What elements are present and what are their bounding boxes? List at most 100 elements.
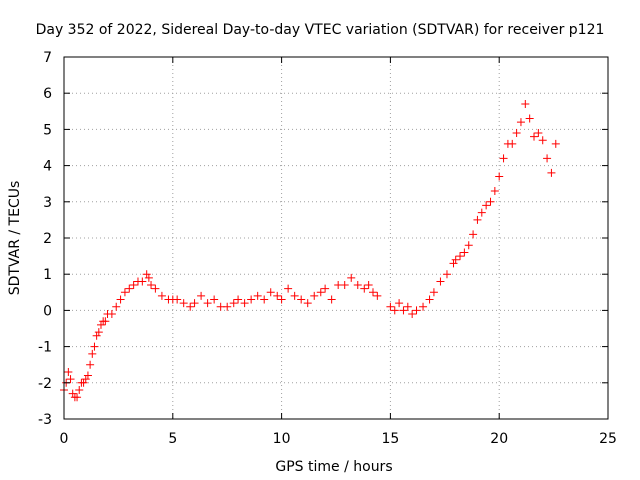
data-point — [521, 100, 530, 109]
data-point — [64, 367, 73, 376]
data-point — [551, 139, 560, 148]
y-tick-label: 7 — [43, 50, 52, 66]
data-point — [86, 360, 95, 369]
data-point — [173, 295, 182, 304]
data-point — [112, 302, 121, 311]
data-point — [92, 331, 101, 340]
data-point — [266, 288, 275, 297]
data-point — [436, 277, 445, 286]
data-point — [530, 132, 539, 141]
data-point — [373, 291, 382, 300]
data-point — [151, 284, 160, 293]
x-tick-label: 5 — [168, 431, 177, 447]
y-axis-label: SDTVAR / TECUs — [7, 181, 23, 296]
data-point — [142, 270, 151, 279]
data-point — [340, 281, 349, 290]
data-point — [247, 295, 256, 304]
data-point — [88, 349, 97, 358]
data-point — [368, 288, 377, 297]
data-point — [412, 306, 421, 315]
data-point — [144, 273, 153, 282]
data-point — [96, 320, 105, 329]
y-tick-label: 2 — [43, 231, 52, 247]
data-point — [297, 295, 306, 304]
data-point — [321, 284, 330, 293]
data-point — [186, 302, 195, 311]
data-point — [290, 291, 299, 300]
y-tick-label: -1 — [38, 340, 52, 356]
data-point — [408, 310, 417, 319]
data-point — [525, 114, 534, 123]
x-tick-label: 25 — [599, 431, 617, 447]
data-point — [353, 281, 362, 290]
y-tick-label: 6 — [43, 86, 52, 102]
data-point — [240, 299, 249, 308]
data-point — [94, 328, 103, 337]
data-point — [75, 386, 84, 395]
chart-title: Day 352 of 2022, Sidereal Day-to-day VTE… — [36, 22, 605, 38]
data-point — [157, 291, 166, 300]
data-point — [364, 281, 373, 290]
data-point — [107, 310, 116, 319]
y-tick-label: 3 — [43, 195, 52, 211]
data-point — [81, 375, 90, 384]
x-axis-label: GPS time / hours — [275, 459, 392, 475]
data-point — [347, 273, 356, 282]
y-tick-label: 5 — [43, 122, 52, 138]
data-point — [90, 342, 99, 351]
y-tick-label: -3 — [38, 412, 52, 428]
y-tick-label: 1 — [43, 267, 52, 283]
data-point — [316, 288, 325, 297]
data-point — [234, 295, 243, 304]
data-point — [419, 302, 428, 311]
data-point — [138, 277, 147, 286]
data-point — [477, 208, 486, 217]
data-point — [534, 129, 543, 138]
data-point — [68, 389, 77, 398]
data-point — [129, 281, 138, 290]
data-point — [147, 281, 156, 290]
x-tick-label: 20 — [490, 431, 508, 447]
data-point — [473, 215, 482, 224]
data-point — [223, 302, 232, 311]
data-point — [547, 168, 556, 177]
data-point — [399, 306, 408, 315]
data-point — [284, 284, 293, 293]
x-tick-label: 10 — [273, 431, 291, 447]
data-point — [482, 201, 491, 210]
data-point — [260, 295, 269, 304]
data-point — [449, 259, 458, 268]
data-point — [273, 291, 282, 300]
data-point — [395, 299, 404, 308]
data-point — [386, 302, 395, 311]
data-point — [543, 154, 552, 163]
data-point — [495, 172, 504, 181]
data-point — [101, 317, 110, 326]
data-point — [79, 378, 88, 387]
data-point — [512, 129, 521, 138]
data-point — [425, 295, 434, 304]
data-point — [456, 252, 465, 261]
x-tick-label: 15 — [381, 431, 399, 447]
data-point — [538, 136, 547, 145]
data-point — [83, 371, 92, 380]
data-point — [310, 291, 319, 300]
axis-ticks: 0 5 10 15 20 25 -3 -2 -1 0 1 2 3 4 5 6 7 — [38, 50, 617, 447]
data-point — [460, 248, 469, 257]
data-point — [179, 299, 188, 308]
data-point — [390, 306, 399, 315]
data-point — [73, 393, 82, 402]
data-point — [253, 291, 262, 300]
data-point — [277, 295, 286, 304]
data-point — [442, 270, 451, 279]
data-point — [66, 375, 75, 384]
data-point — [508, 139, 517, 148]
y-tick-label: -2 — [38, 376, 52, 392]
data-point — [464, 241, 473, 250]
data-point — [190, 299, 199, 308]
data-point — [516, 118, 525, 127]
data-point — [451, 255, 460, 264]
data-point — [499, 154, 508, 163]
data-point — [303, 299, 312, 308]
data-point — [120, 288, 129, 297]
